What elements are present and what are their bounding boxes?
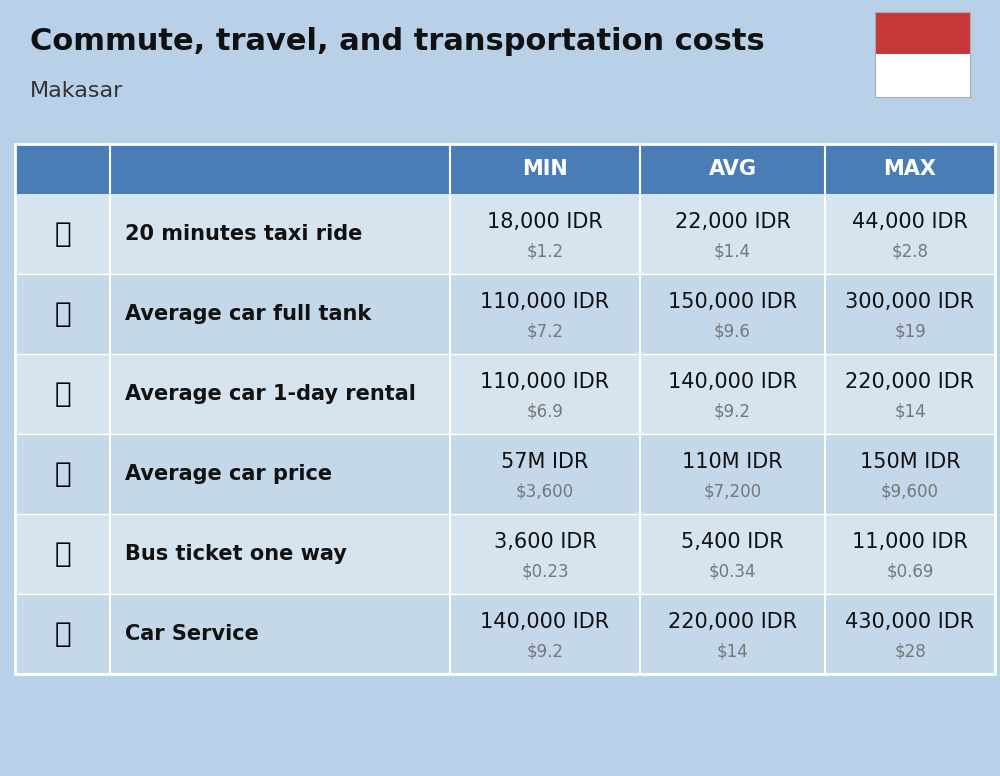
Text: 3,600 IDR: 3,600 IDR	[494, 532, 596, 552]
Text: 44,000 IDR: 44,000 IDR	[852, 212, 968, 232]
Text: $9.6: $9.6	[714, 323, 751, 341]
Text: $3,600: $3,600	[516, 483, 574, 501]
Text: MIN: MIN	[522, 159, 568, 178]
Text: 220,000 IDR: 220,000 IDR	[845, 372, 975, 392]
FancyBboxPatch shape	[15, 354, 995, 434]
Text: 20 minutes taxi ride: 20 minutes taxi ride	[125, 224, 362, 244]
Text: 300,000 IDR: 300,000 IDR	[845, 292, 975, 312]
Text: 🚌: 🚌	[54, 539, 71, 568]
Text: 🔊: 🔊	[54, 379, 71, 408]
FancyBboxPatch shape	[15, 514, 995, 594]
Text: $7,200: $7,200	[703, 483, 762, 501]
FancyBboxPatch shape	[15, 144, 995, 194]
Text: $0.34: $0.34	[709, 563, 756, 580]
Text: $9.2: $9.2	[526, 643, 564, 660]
Text: 5,400 IDR: 5,400 IDR	[681, 532, 784, 552]
Text: 140,000 IDR: 140,000 IDR	[480, 611, 610, 632]
Text: MAX: MAX	[884, 159, 936, 178]
Text: 18,000 IDR: 18,000 IDR	[487, 212, 603, 232]
Text: $14: $14	[717, 643, 748, 660]
Text: $0.69: $0.69	[886, 563, 934, 580]
Text: 22,000 IDR: 22,000 IDR	[675, 212, 790, 232]
Text: Commute, travel, and transportation costs: Commute, travel, and transportation cost…	[30, 27, 765, 56]
FancyBboxPatch shape	[875, 54, 970, 97]
Text: 110M IDR: 110M IDR	[682, 452, 783, 472]
Text: 220,000 IDR: 220,000 IDR	[668, 611, 797, 632]
Text: 140,000 IDR: 140,000 IDR	[668, 372, 797, 392]
Text: $6.9: $6.9	[527, 403, 563, 421]
Text: 🔧: 🔧	[54, 619, 71, 648]
Text: $19: $19	[894, 323, 926, 341]
Text: 110,000 IDR: 110,000 IDR	[480, 292, 610, 312]
Text: Makasar: Makasar	[30, 81, 123, 102]
FancyBboxPatch shape	[15, 434, 995, 514]
Text: $2.8: $2.8	[892, 243, 928, 261]
Text: $28: $28	[894, 643, 926, 660]
Text: $9,600: $9,600	[881, 483, 939, 501]
FancyBboxPatch shape	[15, 194, 995, 274]
Text: AVG: AVG	[708, 159, 757, 178]
FancyBboxPatch shape	[15, 594, 995, 674]
Text: 🚗: 🚗	[54, 459, 71, 488]
Text: $7.2: $7.2	[526, 323, 564, 341]
Text: $0.23: $0.23	[521, 563, 569, 580]
Text: 430,000 IDR: 430,000 IDR	[845, 611, 975, 632]
Text: Car Service: Car Service	[125, 624, 259, 643]
Text: 150M IDR: 150M IDR	[860, 452, 960, 472]
Text: $9.2: $9.2	[714, 403, 751, 421]
Text: 🚕: 🚕	[54, 220, 71, 248]
Text: Average car full tank: Average car full tank	[125, 304, 371, 324]
Text: $14: $14	[894, 403, 926, 421]
Text: $1.2: $1.2	[526, 243, 564, 261]
FancyBboxPatch shape	[15, 274, 995, 354]
Text: 11,000 IDR: 11,000 IDR	[852, 532, 968, 552]
Text: Bus ticket one way: Bus ticket one way	[125, 544, 347, 563]
Text: 110,000 IDR: 110,000 IDR	[480, 372, 610, 392]
Text: $1.4: $1.4	[714, 243, 751, 261]
Text: ⛽: ⛽	[54, 300, 71, 328]
Text: 150,000 IDR: 150,000 IDR	[668, 292, 797, 312]
FancyBboxPatch shape	[875, 12, 970, 54]
Text: 57M IDR: 57M IDR	[501, 452, 589, 472]
Text: Average car 1-day rental: Average car 1-day rental	[125, 384, 416, 404]
Text: Average car price: Average car price	[125, 464, 332, 483]
